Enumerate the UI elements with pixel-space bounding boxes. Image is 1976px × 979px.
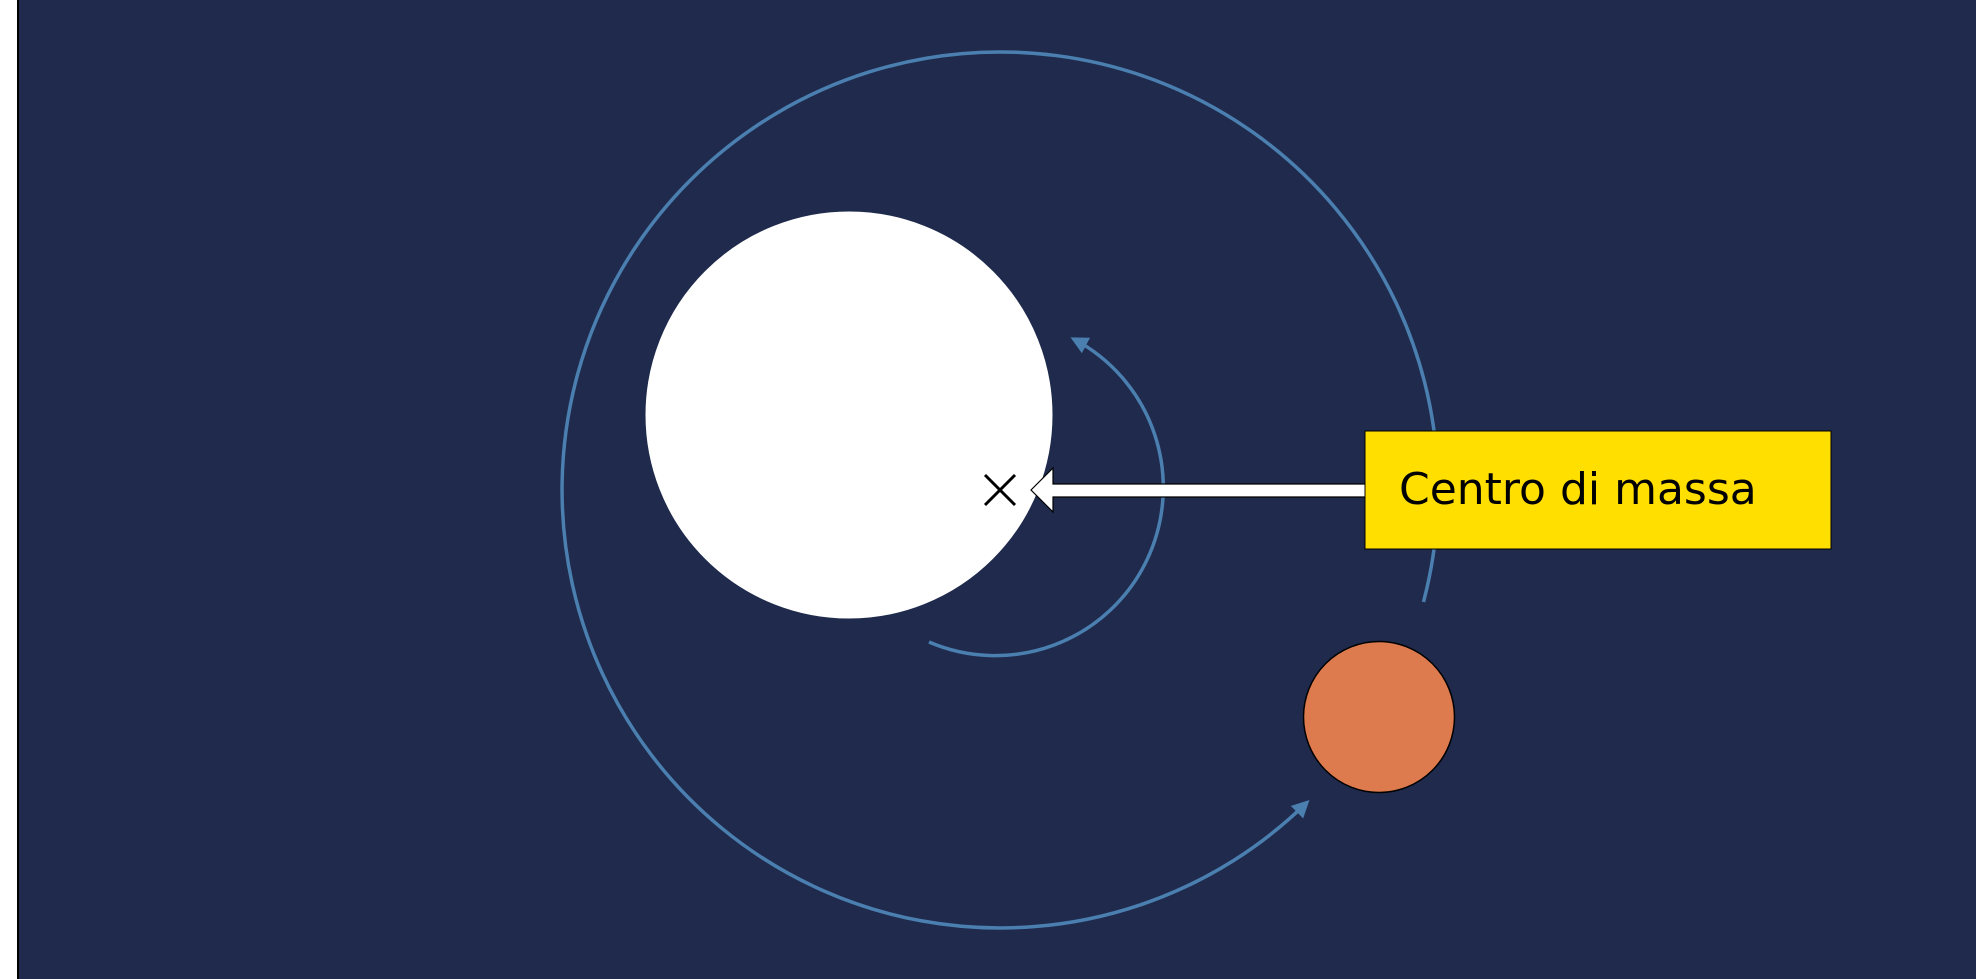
diagram: Centro di massa [0,0,1976,979]
label-text: Centro di massa [1399,464,1757,515]
small-body [1304,642,1455,793]
large-body [645,211,1053,619]
left-strip [0,0,17,979]
page: Centro di massa (() => { const data = JS… [0,0,1976,979]
